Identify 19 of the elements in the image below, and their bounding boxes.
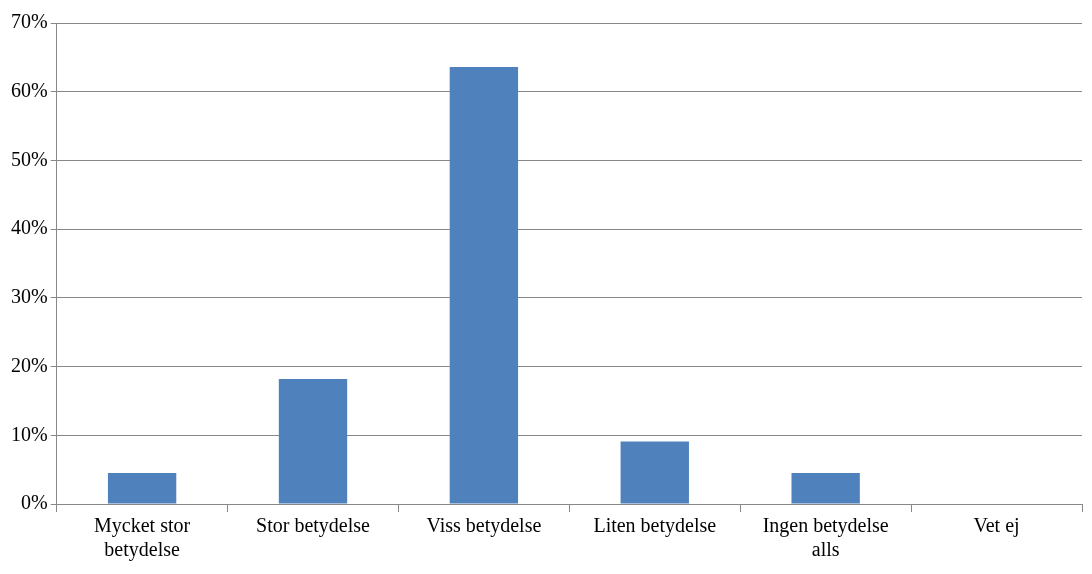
bar [107,473,177,504]
bar [449,66,519,504]
bar [620,441,689,504]
x-tick-label: Vet ej [973,514,1020,538]
x-tick-label: Liten betydelse [593,514,717,538]
y-tick-label: 30% [10,285,48,308]
y-tick-label: 20% [10,353,48,376]
bar [791,473,860,504]
x-tick-label: Stor betydelse [256,514,371,538]
x-tick-label: Ingen betydelse alls [762,514,889,561]
y-tick-label: 40% [10,216,48,239]
y-tick-label: 70% [10,10,48,33]
x-tick-label: Mycket stor betydelse [94,514,191,562]
y-tick-label: 0% [20,491,48,514]
y-tick-label: 10% [10,422,48,445]
x-tick-label: Viss betydelse [426,514,542,538]
bar [278,378,348,504]
y-tick-label: 60% [10,78,48,101]
y-tick-label: 50% [10,147,48,170]
